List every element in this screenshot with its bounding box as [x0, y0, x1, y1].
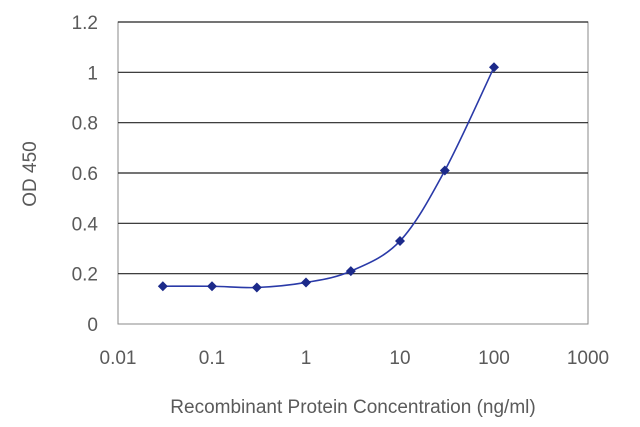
x-tick-label: 1	[301, 348, 312, 369]
y-tick-label: 0.8	[72, 114, 98, 135]
data-point	[157, 281, 168, 292]
y-tick-label: 0	[87, 315, 98, 336]
y-tick-label: 0.6	[72, 164, 98, 185]
x-axis-title: Recombinant Protein Concentration (ng/ml…	[170, 397, 535, 418]
y-tick-label: 0.4	[72, 214, 99, 235]
x-tick-label: 1000	[567, 348, 609, 369]
data-point	[207, 281, 217, 292]
x-tick-labels: 0.01 0.1 1 10 100 1000	[100, 348, 610, 369]
x-tick-label: 100	[478, 348, 510, 369]
data-point	[251, 282, 262, 293]
y-tick-label: 0.2	[72, 265, 98, 286]
y-tick-label: 1	[87, 63, 98, 84]
data-point	[439, 165, 450, 176]
data-point	[489, 62, 499, 73]
y-tick-labels: 0 0.2 0.4 0.6 0.8 1 1.2	[72, 13, 99, 336]
x-tick-label: 0.1	[199, 348, 225, 369]
y-tick-label: 1.2	[72, 13, 98, 34]
x-tick-label: 10	[389, 348, 410, 369]
x-tick-label: 0.01	[100, 348, 137, 369]
data-points	[157, 62, 499, 293]
data-point	[345, 266, 356, 277]
y-axis-title: OD 450	[20, 141, 41, 206]
data-point	[301, 277, 311, 288]
gridlines	[118, 21, 588, 275]
data-point	[395, 235, 405, 246]
